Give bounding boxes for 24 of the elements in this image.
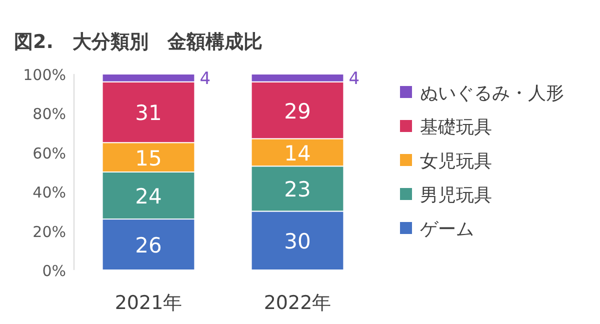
data-label: 15 bbox=[135, 146, 162, 170]
data-label: 23 bbox=[284, 178, 311, 202]
y-tick-label: 100% bbox=[23, 66, 66, 84]
data-label: 30 bbox=[284, 230, 311, 254]
data-label: 24 bbox=[135, 184, 162, 209]
x-tick-label: 2022年 bbox=[264, 292, 332, 314]
y-tick-label: 60% bbox=[32, 144, 66, 162]
data-label: 4 bbox=[348, 68, 360, 89]
chart-title: 図2. 大分類別 金額構成比 bbox=[14, 31, 262, 53]
x-tick-label: 2021年 bbox=[114, 292, 182, 314]
legend-label: 女児玩具 bbox=[420, 151, 492, 172]
legend-label: ぬいぐるみ・人形 bbox=[420, 83, 564, 104]
data-label: 29 bbox=[284, 99, 311, 124]
legend-label: 基礎玩具 bbox=[420, 117, 492, 138]
data-label: 4 bbox=[200, 68, 211, 89]
legend-label: ゲーム bbox=[420, 219, 474, 240]
legend-label: 男児玩具 bbox=[420, 185, 492, 206]
data-label: 14 bbox=[284, 141, 311, 166]
data-label: 31 bbox=[135, 101, 162, 126]
y-tick-label: 20% bbox=[32, 222, 66, 241]
data-label: 26 bbox=[135, 234, 162, 258]
y-tick-label: 80% bbox=[32, 105, 66, 124]
y-tick-label: 0% bbox=[42, 262, 66, 280]
y-tick-label: 40% bbox=[32, 184, 66, 202]
